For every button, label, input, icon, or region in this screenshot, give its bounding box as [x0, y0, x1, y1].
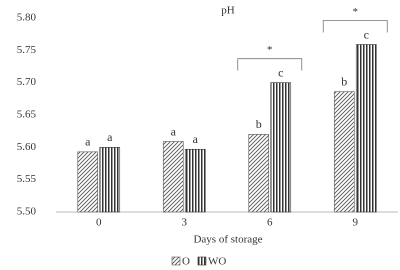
bar: [333, 91, 355, 213]
bar-letter: c: [364, 27, 369, 41]
x-tick-label: 3: [182, 217, 188, 229]
legend-swatch: [171, 256, 181, 266]
bar-letter: a: [171, 124, 177, 138]
x-tick-label: 0: [96, 217, 102, 229]
legend-label: O: [182, 256, 190, 268]
bar-letter: a: [193, 132, 199, 146]
y-tick-label: 5.60: [17, 141, 37, 153]
legend-swatch: [197, 256, 207, 266]
bar: [270, 82, 292, 213]
x-tick-label: 6: [267, 217, 273, 229]
bar: [77, 151, 99, 213]
significance-label: *: [353, 6, 359, 18]
bar-letter: a: [107, 130, 113, 144]
bar: [162, 141, 184, 213]
y-tick-label: 5.75: [17, 44, 37, 56]
bar-letter: b: [256, 117, 262, 131]
y-tick-label: 5.65: [17, 109, 37, 121]
bar: [184, 148, 206, 213]
significance-bracket: [237, 58, 303, 71]
y-tick-label: 5.70: [17, 76, 37, 88]
bar-letter: a: [85, 135, 91, 149]
bar-letter: c: [278, 65, 283, 79]
y-tick-label: 5.55: [17, 173, 37, 185]
chart-title: pH: [221, 5, 235, 17]
bar: [355, 44, 377, 213]
bar-letter: b: [341, 74, 347, 88]
x-axis-title: Days of storage: [193, 234, 262, 246]
bar: [99, 147, 121, 213]
y-tick-label: 5.50: [17, 206, 37, 218]
x-tick-label: 9: [353, 217, 359, 229]
y-tick-label: 5.80: [17, 12, 37, 24]
bar: [248, 134, 270, 213]
significance-bracket: [322, 20, 388, 33]
legend-label: WO: [208, 256, 226, 268]
significance-label: *: [267, 44, 273, 56]
